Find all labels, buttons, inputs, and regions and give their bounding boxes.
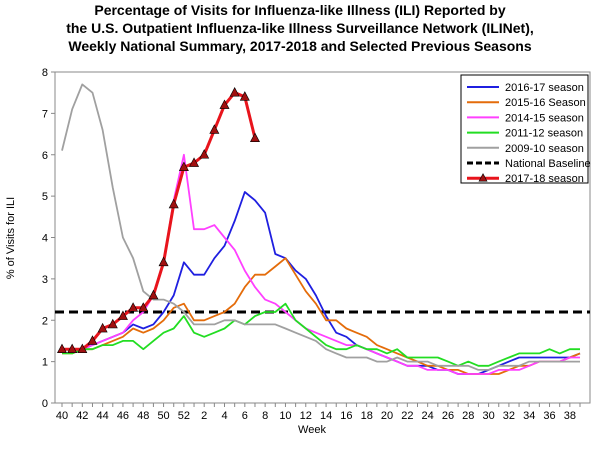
x-tick-label: 36 [543, 410, 555, 422]
x-tick-label: 28 [462, 410, 474, 422]
x-axis-label: Week [298, 424, 326, 436]
y-tick-label: 0 [42, 398, 48, 410]
point-marker [249, 132, 260, 142]
point-marker [77, 343, 88, 354]
chart-title: Weekly National Summary, 2017-2018 and S… [68, 38, 531, 54]
legend-marker [478, 173, 488, 182]
point-marker [67, 343, 78, 354]
point-marker [229, 87, 240, 97]
point-marker [178, 161, 189, 171]
series-line [62, 257, 581, 375]
legend-label: 2009-10 season [505, 143, 584, 155]
series-line [62, 302, 580, 367]
legend-label: 2015-16 Season [505, 97, 586, 109]
x-tick-label: 16 [340, 410, 352, 422]
chart-title: Percentage of Visits for Influenza-like … [94, 2, 505, 18]
x-tick-label: 50 [157, 410, 169, 422]
y-tick-label: 8 [42, 67, 48, 79]
x-tick-label: 52 [178, 410, 190, 422]
x-tick-label: 44 [97, 410, 109, 422]
x-tick-label: 4 [221, 410, 227, 422]
y-tick-label: 7 [42, 108, 48, 120]
x-tick-label: 22 [401, 410, 413, 422]
x-tick-label: 32 [503, 410, 515, 422]
x-tick-label: 10 [279, 410, 291, 422]
point-marker [209, 124, 220, 134]
point-marker [148, 289, 159, 300]
x-tick-label: 6 [242, 410, 248, 422]
y-tick-label: 5 [42, 191, 48, 203]
point-marker [219, 99, 230, 109]
legend-label: National Baseline [505, 158, 591, 170]
point-marker [117, 310, 128, 320]
legend-label: 2016-17 season [505, 82, 584, 94]
point-marker [57, 343, 67, 354]
x-tick-label: 42 [76, 410, 88, 422]
x-tick-label: 26 [442, 410, 454, 422]
y-axis-label: % of Visits for ILI [5, 197, 17, 279]
x-tick-label: 48 [137, 410, 149, 422]
y-tick-label: 6 [42, 150, 48, 162]
point-marker [239, 91, 250, 101]
x-tick-label: 2 [201, 410, 207, 422]
x-tick-label: 40 [56, 410, 68, 422]
x-tick-label: 14 [320, 410, 332, 422]
point-marker [168, 198, 179, 209]
legend-label: 2014-15 season [505, 112, 584, 124]
x-tick-label: 24 [422, 410, 434, 422]
legend-box [460, 74, 589, 184]
y-tick-label: 4 [42, 233, 48, 245]
legend-label: 2011-12 season [505, 128, 583, 140]
point-marker [87, 335, 98, 345]
x-tick-label: 20 [381, 410, 393, 422]
x-tick-label: 46 [117, 410, 129, 422]
y-tick-label: 2 [42, 315, 48, 327]
point-marker [107, 318, 118, 329]
x-tick-label: 30 [482, 410, 494, 422]
legend-label: 2017-18 season [505, 173, 584, 185]
chart-title: the U.S. Outpatient Influenza-like Illne… [66, 20, 534, 36]
point-marker [158, 256, 169, 267]
x-tick-label: 34 [523, 410, 535, 422]
x-tick-label: 12 [300, 410, 312, 422]
point-marker [97, 322, 108, 333]
x-tick-label: 8 [262, 410, 268, 422]
series-line [61, 83, 580, 371]
x-tick-label: 38 [564, 410, 576, 422]
y-tick-label: 3 [42, 274, 48, 286]
point-marker [189, 157, 200, 167]
point-marker [199, 149, 210, 159]
point-marker [138, 302, 149, 312]
y-tick-label: 1 [42, 357, 48, 369]
x-tick-label: 18 [361, 410, 373, 422]
point-marker [128, 302, 139, 312]
